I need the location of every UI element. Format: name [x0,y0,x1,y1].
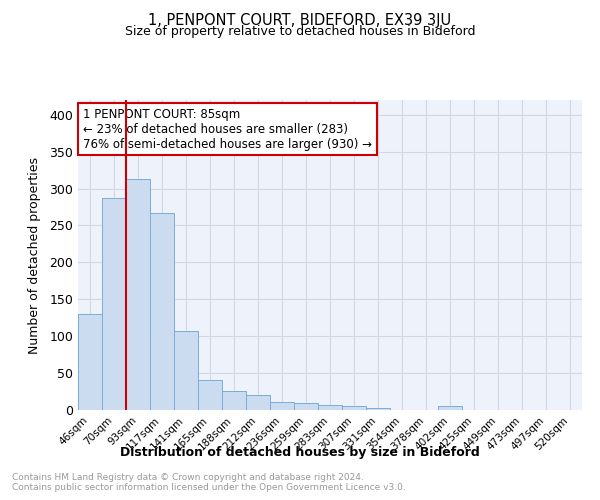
Bar [102,198,126,410]
Text: Contains HM Land Registry data © Crown copyright and database right 2024.: Contains HM Land Registry data © Crown c… [12,474,364,482]
Text: 1 PENPONT COURT: 85sqm
← 23% of detached houses are smaller (283)
76% of semi-de: 1 PENPONT COURT: 85sqm ← 23% of detached… [83,108,372,151]
Bar [150,213,174,410]
Bar [318,405,342,410]
Bar [78,314,102,410]
Y-axis label: Number of detached properties: Number of detached properties [28,156,41,354]
Bar [342,406,366,410]
Bar [246,394,270,410]
Bar [270,402,294,410]
Text: Size of property relative to detached houses in Bideford: Size of property relative to detached ho… [125,25,475,38]
Bar [126,179,150,410]
Bar [198,380,222,410]
Bar [438,406,462,410]
Bar [294,404,318,410]
Bar [174,331,198,410]
Text: Distribution of detached houses by size in Bideford: Distribution of detached houses by size … [120,446,480,459]
Bar [222,391,246,410]
Text: 1, PENPONT COURT, BIDEFORD, EX39 3JU: 1, PENPONT COURT, BIDEFORD, EX39 3JU [148,12,452,28]
Bar [366,408,390,410]
Text: Contains public sector information licensed under the Open Government Licence v3: Contains public sector information licen… [12,484,406,492]
